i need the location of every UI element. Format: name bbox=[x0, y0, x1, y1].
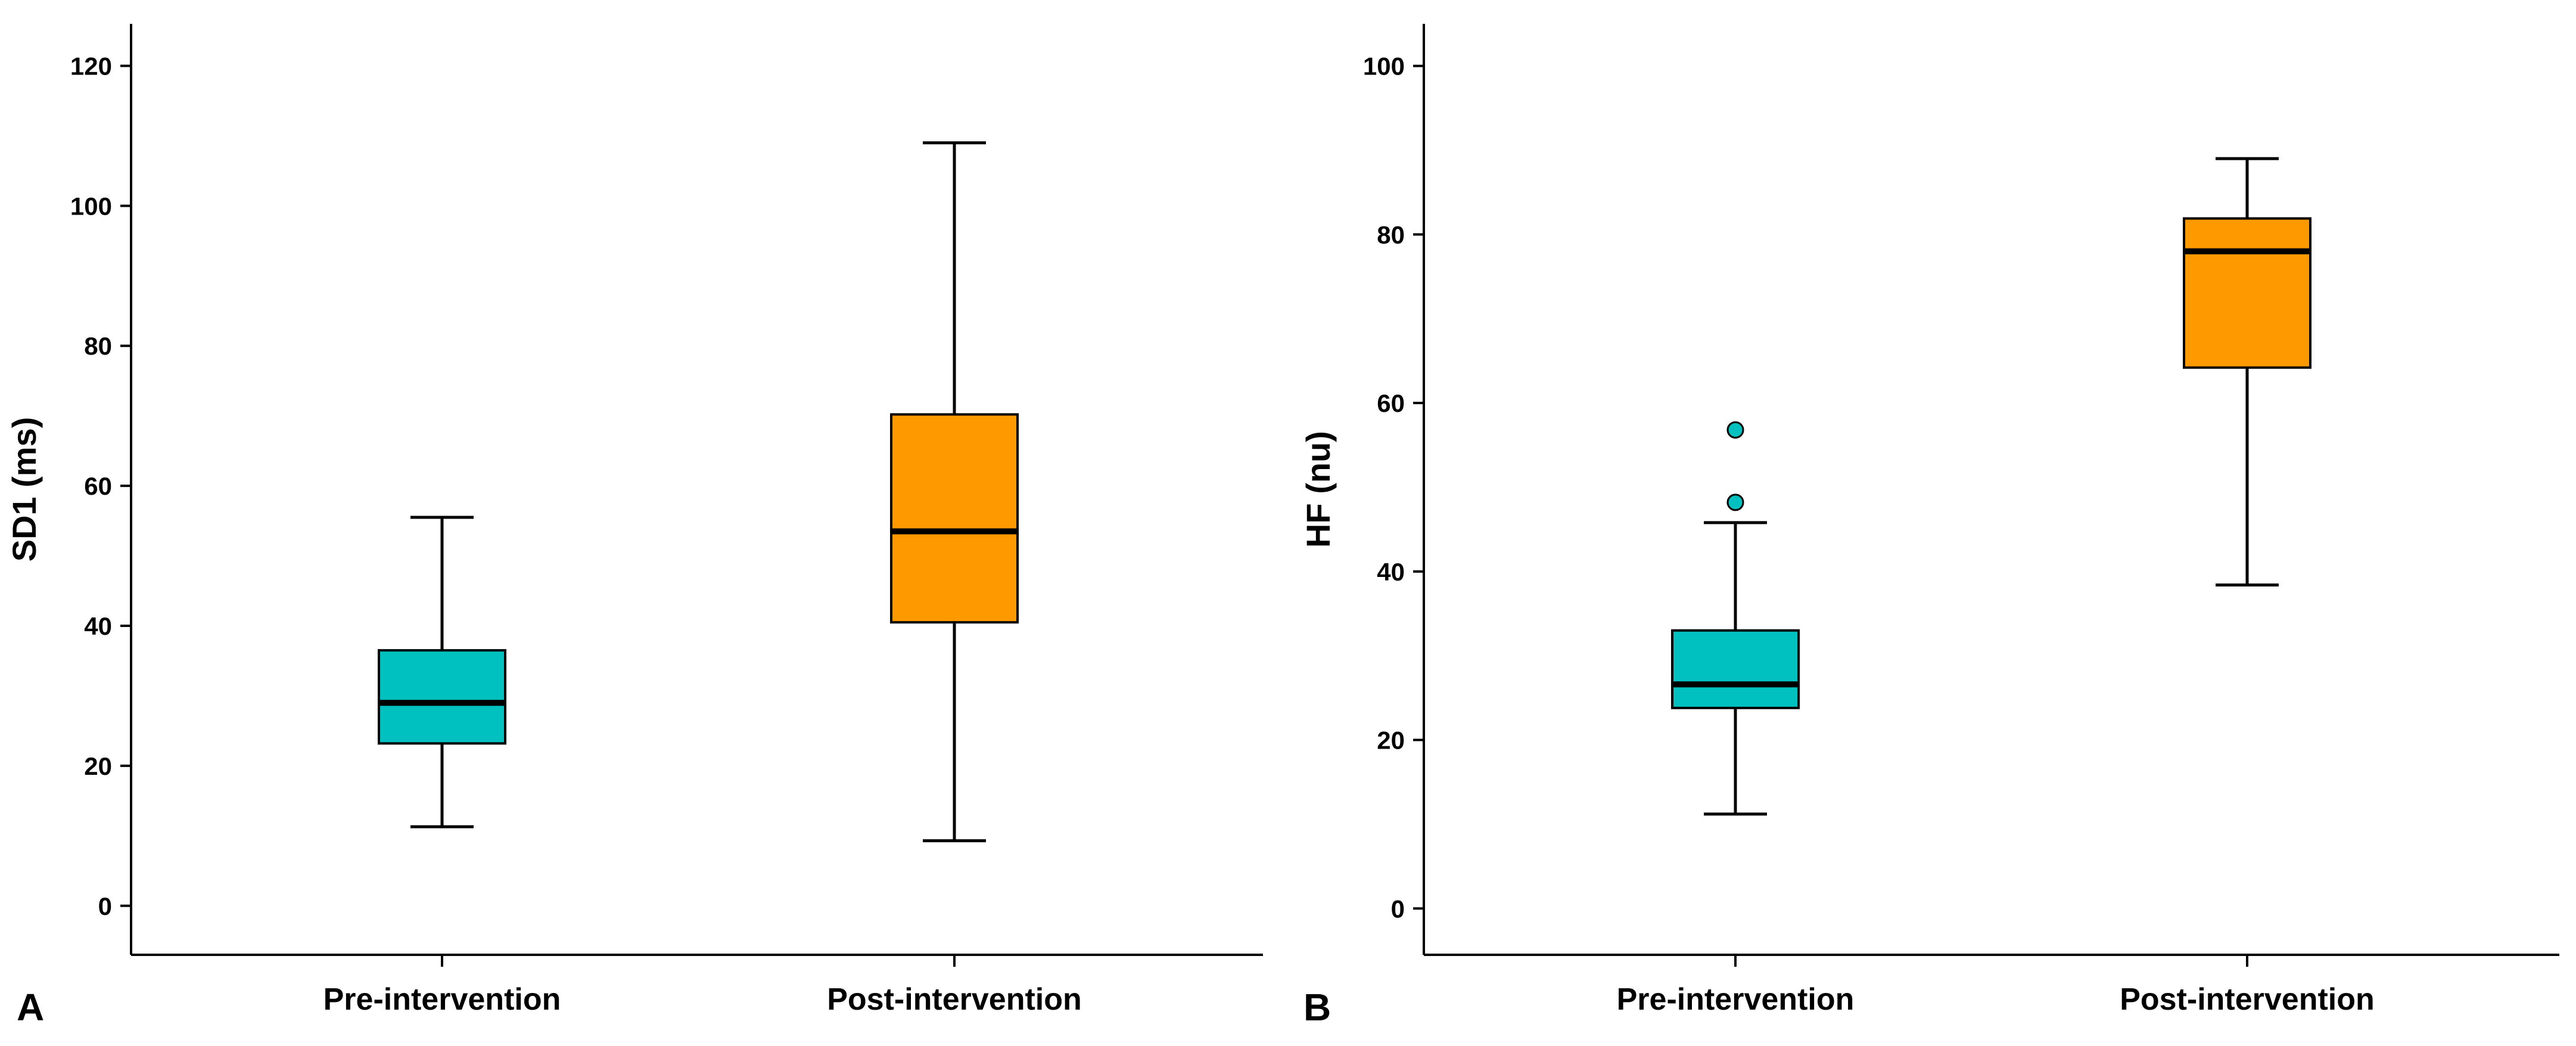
y-tick-label: 60 bbox=[1377, 389, 1405, 417]
y-tick-label: 80 bbox=[84, 332, 112, 360]
box-pre-intervention bbox=[378, 516, 506, 828]
y-axis-title: HF (nu) bbox=[1299, 431, 1337, 548]
y-tick-label: 100 bbox=[70, 192, 112, 220]
x-tick-label: Pre-intervention bbox=[1617, 982, 1855, 1017]
iqr-box bbox=[890, 413, 1019, 624]
y-tick-label: 20 bbox=[1377, 727, 1405, 755]
y-tick-label: 40 bbox=[1377, 558, 1405, 586]
box-post-intervention bbox=[890, 141, 1019, 843]
outlier-point bbox=[1726, 421, 1744, 439]
y-tick-label: 80 bbox=[1377, 221, 1405, 249]
box-post-intervention bbox=[2183, 157, 2311, 586]
panel-b: 0 20 40 60 80 100 HF (nu) Pre-intervention Post-… bbox=[1299, 24, 2559, 1029]
iqr-box bbox=[1671, 629, 1800, 709]
y-tick-label: 0 bbox=[98, 892, 112, 920]
x-tick-label: Pre-intervention bbox=[323, 982, 561, 1017]
panel-letter: B bbox=[1303, 986, 1331, 1029]
box-pre-intervention bbox=[1671, 421, 1800, 816]
y-tick-label: 40 bbox=[84, 612, 112, 640]
iqr-box bbox=[2183, 217, 2311, 369]
y-tick-label: 100 bbox=[1363, 52, 1405, 80]
x-tick-label: Post-intervention bbox=[2120, 982, 2375, 1017]
y-axis-title: SD1 (ms) bbox=[5, 417, 43, 562]
y-tick-label: 20 bbox=[84, 752, 112, 780]
panel-letter: A bbox=[17, 986, 44, 1029]
iqr-box bbox=[378, 649, 506, 745]
outlier-point bbox=[1726, 493, 1744, 511]
y-tick-label: 60 bbox=[84, 472, 112, 500]
x-tick-label: Post-intervention bbox=[827, 982, 1082, 1017]
y-tick-label: 0 bbox=[1391, 895, 1405, 923]
panel-a: 0 20 40 60 80 100 120 SD1 (ms) Pre-intervention P… bbox=[5, 24, 1263, 1029]
y-tick-label: 120 bbox=[70, 52, 112, 80]
